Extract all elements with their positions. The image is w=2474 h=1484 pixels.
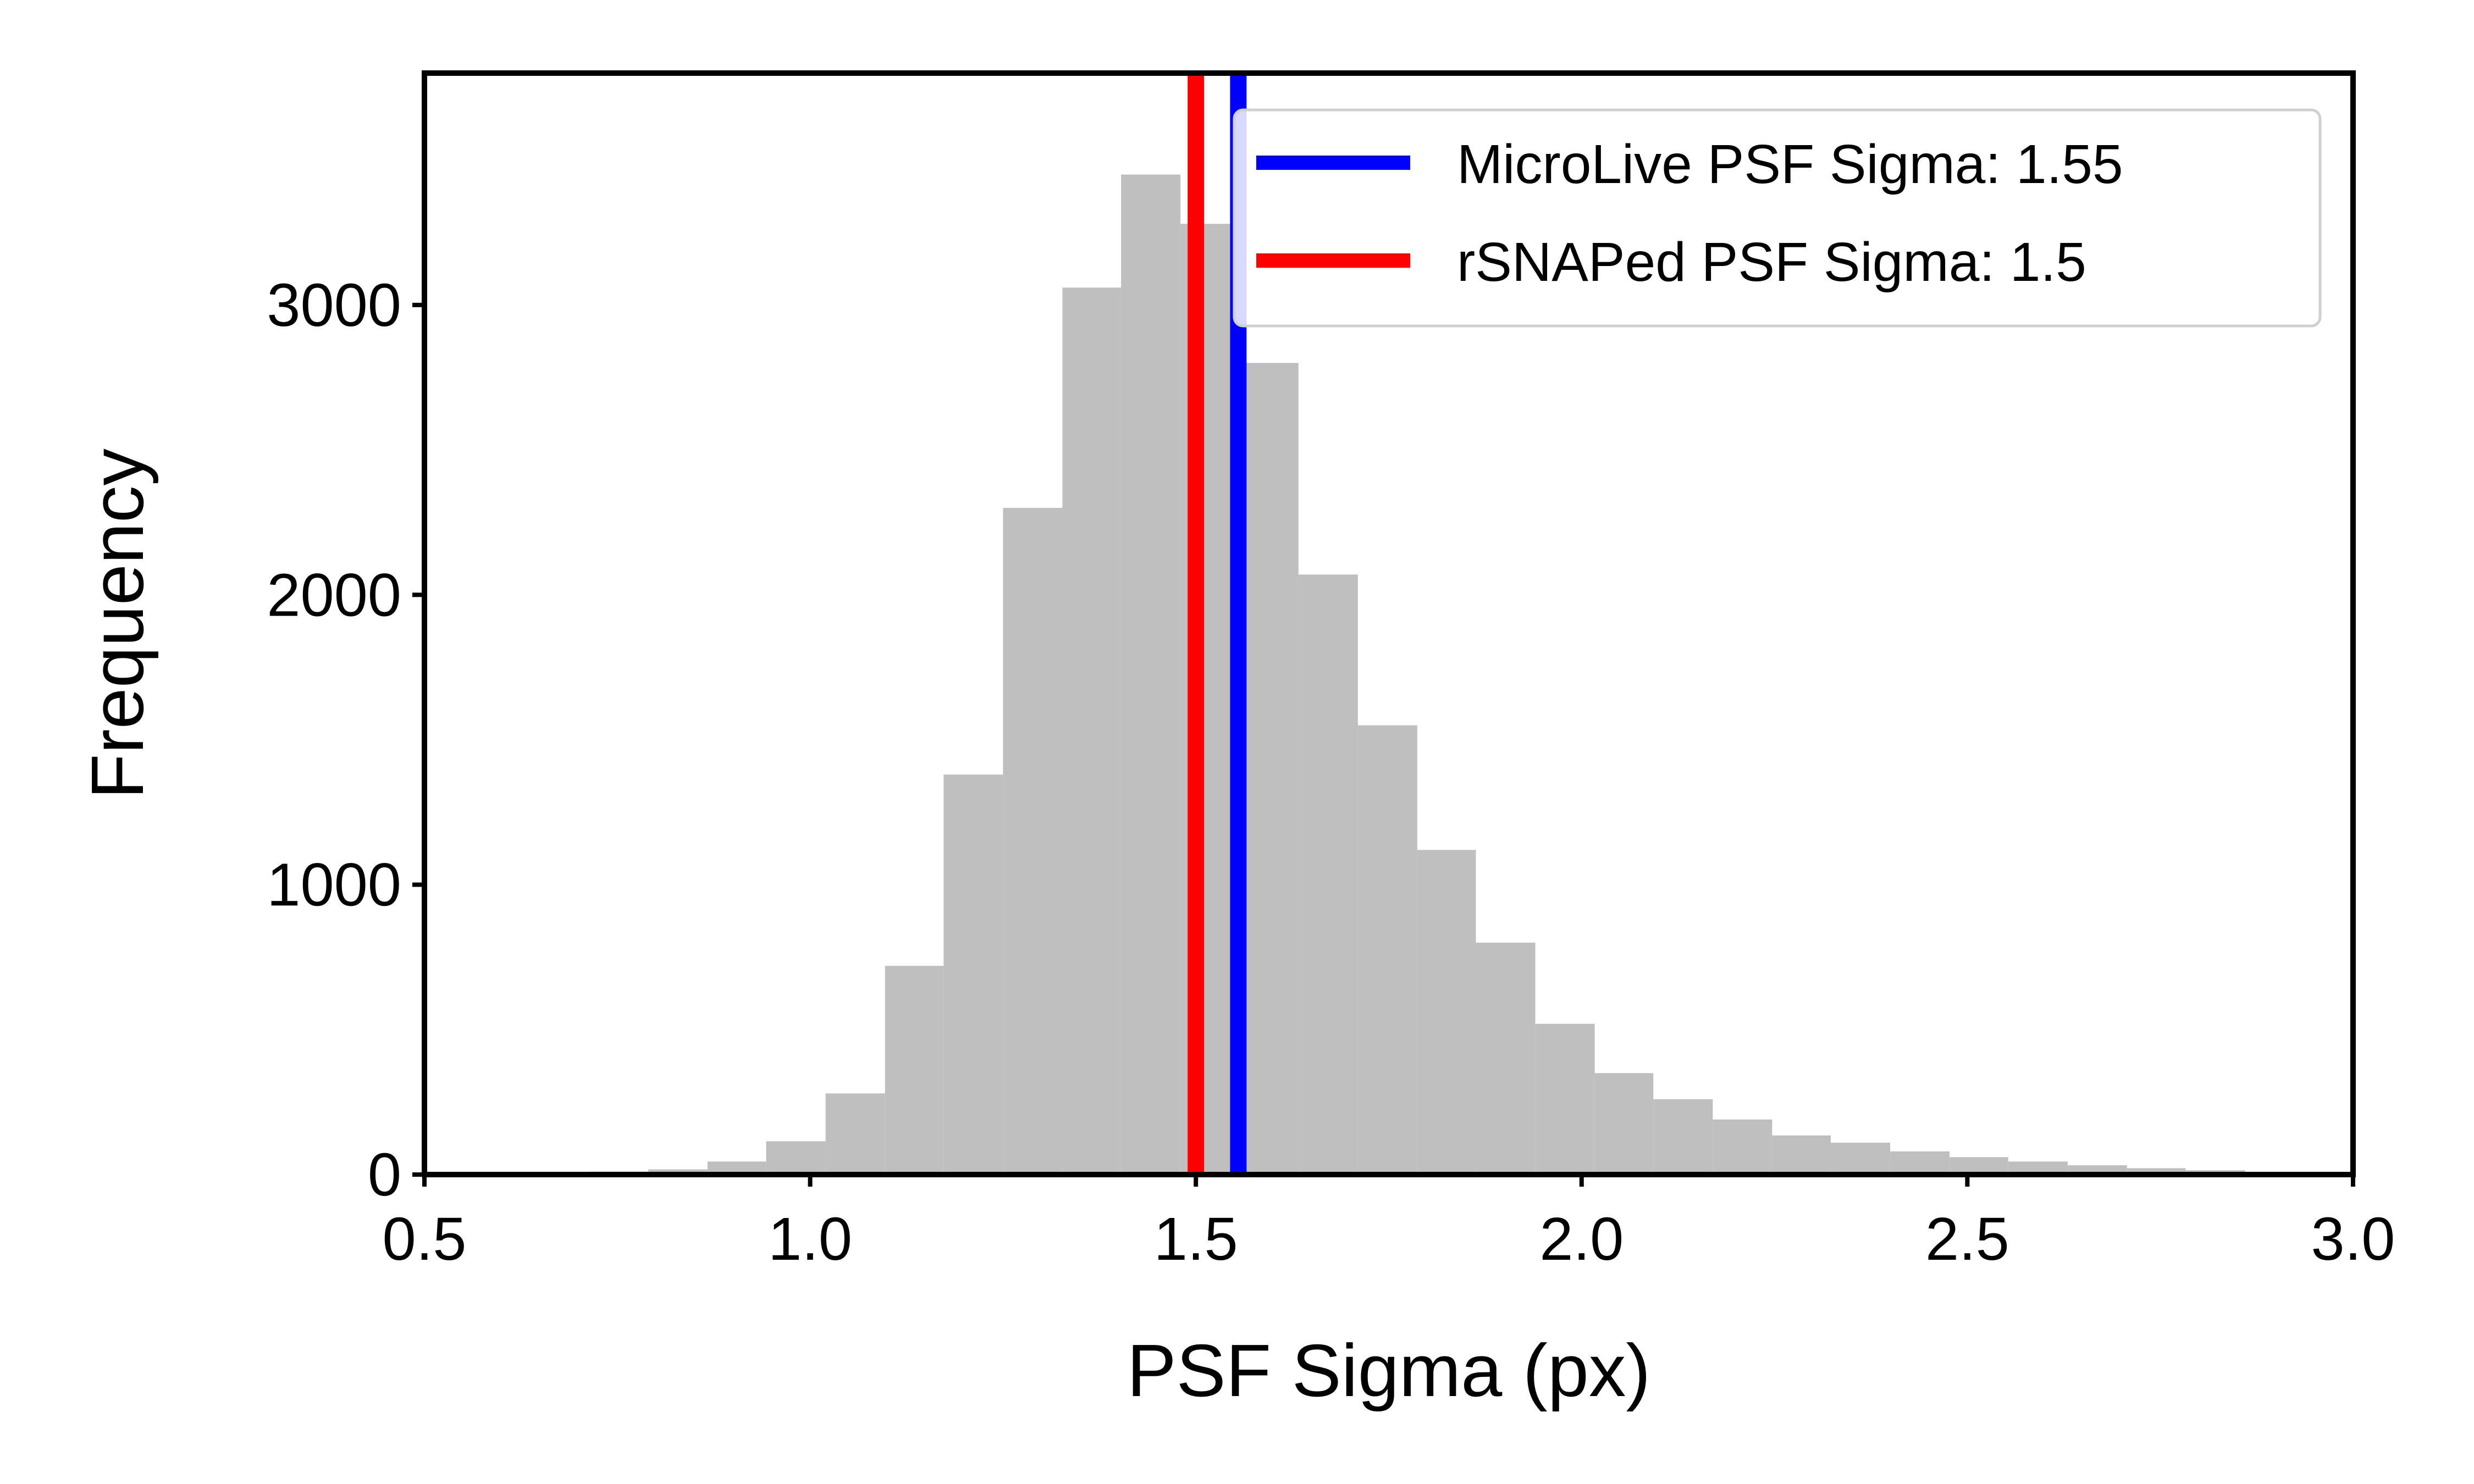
histogram-bar xyxy=(707,1161,766,1175)
histogram-bar xyxy=(1298,574,1358,1175)
x-tick-label: 1.0 xyxy=(768,1205,852,1273)
x-axis-label: PSF Sigma (px) xyxy=(1127,1329,1651,1412)
histogram-bar xyxy=(2127,1168,2186,1175)
histogram-bar xyxy=(825,1093,885,1175)
histogram-bar xyxy=(1417,850,1476,1175)
x-tick-label: 3.0 xyxy=(2311,1205,2395,1273)
legend-box xyxy=(1233,108,2322,328)
legend-label-rsnaped: rSNAPed PSF Sigma: 1.5 xyxy=(1457,231,2086,293)
legend: MicroLive PSF Sigma: 1.55 rSNAPed PSF Si… xyxy=(1233,108,2322,328)
x-axis-ticks: 0.5 1.0 1.5 2.0 2.5 3.0 xyxy=(383,1175,2395,1273)
histogram-bar xyxy=(2008,1161,2068,1175)
histogram-bar xyxy=(1476,943,1536,1175)
y-tick-label: 3000 xyxy=(267,272,401,339)
x-tick-label: 2.5 xyxy=(1925,1205,2009,1273)
histogram-bars xyxy=(471,174,2305,1175)
histogram-bar xyxy=(885,966,944,1175)
y-axis-label: Frequency xyxy=(76,448,159,799)
plot-frame xyxy=(422,70,2356,1177)
histogram-bar xyxy=(1121,174,1181,1175)
histogram-bar xyxy=(1890,1151,1950,1175)
legend-label-microlive: MicroLive PSF Sigma: 1.55 xyxy=(1457,134,2123,195)
y-axis-ticks: 0 1000 2000 3000 xyxy=(267,272,424,1209)
histogram-bar xyxy=(1653,1099,1713,1175)
histogram-bar xyxy=(1713,1119,1772,1175)
y-tick-label: 2000 xyxy=(267,561,401,629)
histogram-bar xyxy=(1240,363,1299,1175)
histogram-bar xyxy=(1831,1142,1891,1175)
histogram-bar xyxy=(1062,287,1122,1175)
y-tick-label: 0 xyxy=(368,1141,401,1209)
histogram-bar xyxy=(1950,1157,2008,1175)
y-tick-label: 1000 xyxy=(267,851,401,919)
histogram-bar xyxy=(1594,1073,1654,1175)
histogram-bar xyxy=(1357,725,1417,1175)
histogram-bar xyxy=(1003,508,1063,1175)
histogram-bar xyxy=(1535,1023,1595,1175)
histogram-bar xyxy=(943,774,1003,1175)
x-tick-label: 0.5 xyxy=(383,1205,467,1273)
histogram-bar xyxy=(1772,1135,1831,1175)
x-tick-label: 2.0 xyxy=(1539,1205,1623,1273)
histogram-bar xyxy=(766,1141,826,1175)
x-tick-label: 1.5 xyxy=(1154,1205,1238,1273)
